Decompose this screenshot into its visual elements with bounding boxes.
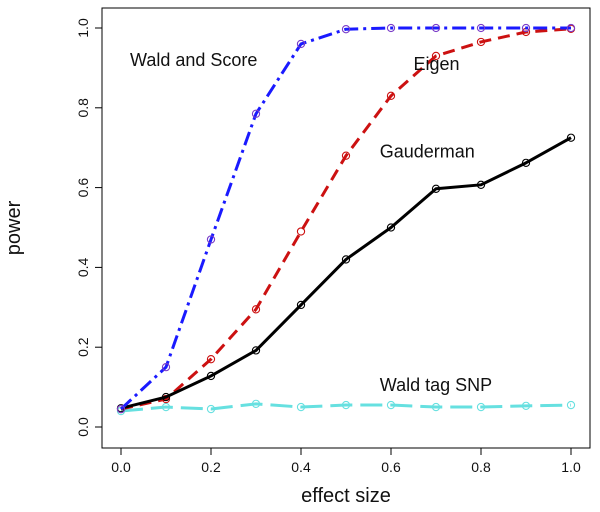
- series-point-2: [296, 300, 306, 310]
- series-point-0: [431, 23, 441, 33]
- series-point-3: [566, 400, 576, 410]
- series-point-1: [341, 151, 351, 160]
- series-point-0: [161, 362, 171, 372]
- series-point-2: [566, 133, 576, 142]
- y-tick-label: 0.8: [75, 98, 91, 118]
- series-line-0: [119, 26, 571, 411]
- series-point-1: [206, 355, 216, 364]
- y-axis-title: power: [3, 200, 25, 255]
- series-point-3: [341, 400, 351, 410]
- y-tick-label: 0.4: [75, 257, 91, 277]
- x-tick-label: 0.4: [291, 459, 311, 475]
- annotation-layer: Wald and Score Eigen Gauderman Wald tag SNP: [130, 50, 492, 395]
- series-point-0: [566, 23, 576, 33]
- x-tick-label: 1.0: [561, 459, 581, 475]
- annotation-label: Wald tag SNP: [380, 375, 492, 395]
- series-point-2: [161, 392, 171, 402]
- x-tick-label: 0.2: [201, 459, 221, 475]
- series-point-2: [341, 255, 351, 264]
- series-point-1: [431, 51, 441, 61]
- series-point-3: [431, 402, 441, 412]
- series-point-1: [386, 91, 396, 100]
- y-tick-label: 1.0: [75, 18, 91, 38]
- series-point-3: [251, 399, 261, 409]
- y-tick-label: 0.0: [75, 417, 91, 437]
- series-point-3: [386, 400, 396, 410]
- annotation-label: Eigen: [414, 54, 460, 74]
- series-point-0: [206, 235, 216, 244]
- series-point-2: [206, 371, 216, 381]
- series-point-1: [251, 305, 261, 314]
- series-layer: [116, 23, 576, 416]
- series-point-2: [521, 158, 531, 168]
- series-line-2: [120, 136, 572, 410]
- series-line-1: [120, 27, 572, 411]
- series-point-0: [116, 404, 126, 414]
- series-point-3: [521, 401, 531, 411]
- x-axis-title: effect size: [301, 485, 391, 507]
- axes: 0.0 0.2 0.4 0.6 0.8 1.0 0.0 0.2 0.4 0.6 0.8 1.0: [75, 18, 581, 475]
- series-point-1: [296, 227, 306, 236]
- series-point-0: [296, 39, 306, 49]
- series-point-0: [521, 23, 531, 33]
- x-tick-label: 0.8: [471, 459, 491, 475]
- series-line-3: [120, 402, 572, 413]
- series-point-3: [296, 402, 306, 412]
- y-tick-label: 0.2: [75, 337, 91, 357]
- plot-frame: [101, 7, 591, 449]
- series-point-2: [431, 184, 441, 193]
- annotation-label: Gauderman: [380, 142, 475, 162]
- x-tick-label: 0.0: [111, 459, 131, 475]
- series-point-1: [476, 37, 486, 47]
- series-point-0: [476, 23, 486, 33]
- x-tick-label: 0.6: [381, 459, 401, 475]
- series-point-3: [206, 404, 216, 414]
- annotation-label: Wald and Score: [130, 50, 257, 70]
- series-point-2: [251, 346, 261, 355]
- y-tick-label: 0.6: [75, 178, 91, 198]
- series-point-3: [161, 402, 171, 412]
- series-point-0: [386, 23, 396, 33]
- series-point-2: [386, 223, 396, 232]
- series-point-0: [251, 109, 261, 118]
- series-point-3: [476, 402, 486, 412]
- series-point-2: [476, 180, 486, 189]
- series-point-0: [341, 25, 351, 34]
